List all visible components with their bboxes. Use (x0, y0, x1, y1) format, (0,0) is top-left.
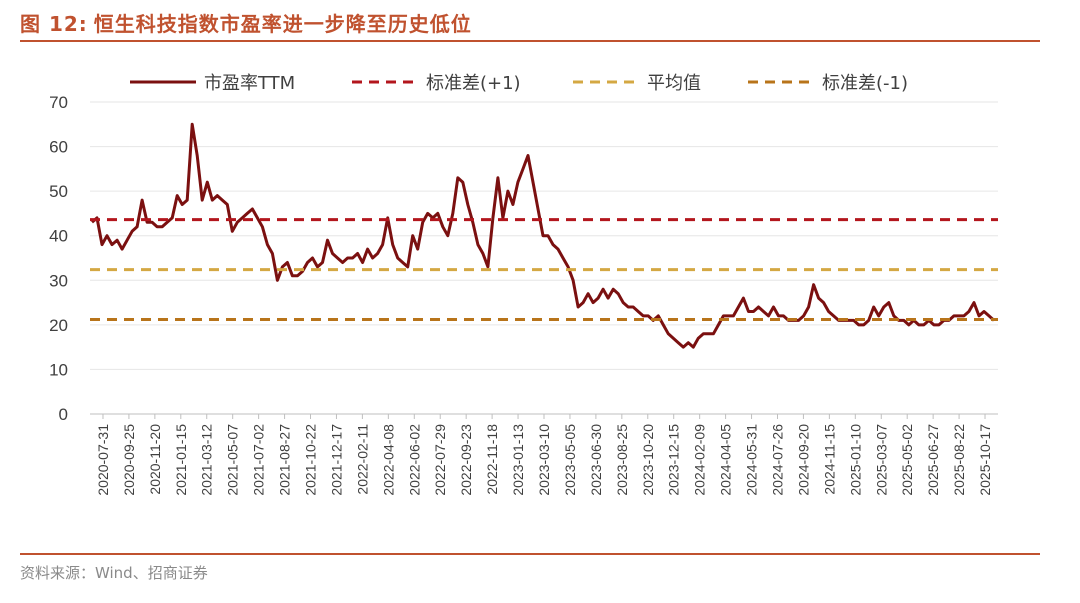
y-tick-label: 50 (49, 182, 68, 201)
x-tick-label: 2020-09-25 (121, 424, 137, 496)
figure-title-text: 恒生科技指数市盈率进一步降至历史低位 (93, 12, 472, 36)
y-tick-label: 40 (49, 227, 68, 246)
x-tick-label: 2022-06-02 (406, 424, 422, 496)
x-tick-label: 2022-11-18 (484, 424, 500, 495)
y-tick-label: 0 (59, 405, 68, 424)
x-tick-label: 2025-06-27 (925, 424, 941, 496)
x-tick-label: 2023-06-30 (588, 424, 604, 496)
x-tick-label: 2024-05-31 (744, 424, 760, 496)
x-tick-label: 2021-08-27 (277, 424, 293, 496)
x-tick-label: 2024-07-26 (769, 424, 785, 496)
figure-number: 图 12: (20, 12, 88, 36)
x-tick-label: 2021-10-22 (303, 424, 319, 496)
x-tick-label: 2023-01-13 (510, 424, 526, 496)
x-tick-label: 2022-07-29 (432, 424, 448, 496)
title-rule (20, 40, 1040, 42)
x-tick-label: 2020-11-20 (147, 424, 163, 495)
x-tick-label: 2022-02-11 (354, 424, 370, 495)
x-tick-label: 2024-11-15 (821, 424, 837, 495)
legend-label: 平均值 (647, 73, 701, 94)
source-note: 资料来源：Wind、招商证券 (20, 564, 208, 582)
legend-label: 市盈率TTM (204, 73, 295, 94)
x-tick-label: 2025-05-02 (899, 424, 915, 496)
source-rule (20, 553, 1040, 555)
x-tick-label: 2021-07-02 (251, 424, 267, 496)
x-tick-label: 2025-08-22 (951, 424, 967, 496)
x-tick-label: 2025-01-10 (847, 424, 863, 496)
x-tick-label: 2023-10-20 (640, 424, 656, 496)
x-tick-label: 2023-03-10 (536, 424, 552, 496)
y-tick-label: 70 (49, 93, 68, 112)
x-tick-label: 2024-09-20 (795, 424, 811, 496)
x-tick-label: 2020-07-31 (95, 424, 111, 496)
y-tick-label: 20 (49, 316, 68, 335)
x-tick-label: 2023-05-05 (562, 424, 578, 496)
x-tick-label: 2023-08-25 (614, 424, 630, 496)
x-tick-label: 2022-09-23 (458, 424, 474, 496)
y-tick-label: 10 (49, 360, 68, 379)
x-tick-label: 2021-12-17 (328, 424, 344, 496)
x-tick-label: 2021-05-07 (225, 424, 241, 496)
y-tick-label: 30 (49, 271, 68, 290)
x-tick-label: 2021-01-15 (173, 424, 189, 496)
x-tick-label: 2022-04-08 (380, 424, 396, 496)
y-tick-label: 60 (49, 138, 68, 157)
legend-label: 标准差(+1) (426, 73, 521, 94)
x-tick-label: 2025-03-07 (873, 424, 889, 496)
x-tick-label: 2025-10-17 (977, 424, 993, 496)
legend-label: 标准差(-1) (822, 73, 908, 94)
x-tick-label: 2021-03-12 (199, 424, 215, 496)
x-tick-label: 2023-12-15 (666, 424, 682, 496)
figure-title: 图 12: 恒生科技指数市盈率进一步降至历史低位 (20, 8, 472, 37)
x-tick-label: 2024-02-09 (692, 424, 708, 496)
x-tick-label: 2024-04-05 (718, 424, 734, 496)
